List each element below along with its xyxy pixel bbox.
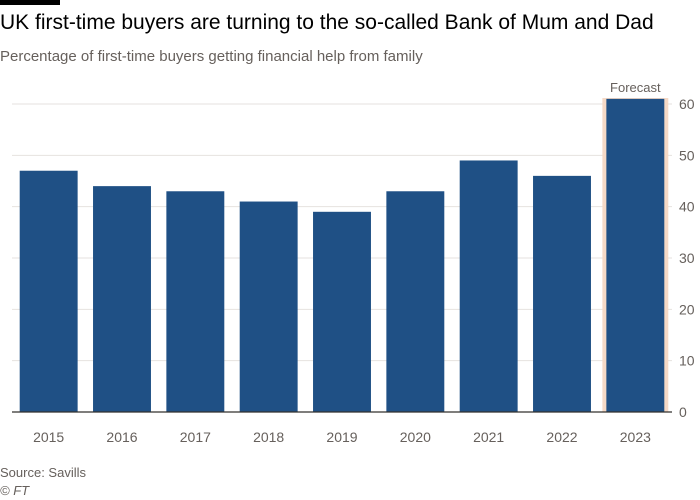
x-tick-label-2016: 2016 [106,429,137,445]
x-tick-label-2019: 2019 [326,429,357,445]
bar-2021 [459,160,518,412]
forecast-annotation: Forecast [610,80,661,95]
chart-title: UK first-time buyers are turning to the … [0,11,654,34]
x-tick-label-2023: 2023 [620,429,651,445]
x-tick-label-2021: 2021 [473,429,504,445]
chart-subtitle: Percentage of first-time buyers getting … [0,48,423,65]
bar-2020 [386,191,445,412]
x-tick-label-2015: 2015 [33,429,64,445]
x-tick-label-2017: 2017 [180,429,211,445]
bar-2016 [93,186,151,412]
bar-2022 [533,175,591,412]
bar-2017 [166,191,225,412]
bar-chart: 0 10 20 30 40 50 60 2015 2016 2017 2018 2019 2020 202… [12,80,695,445]
y-tick-label-30: 30 [679,250,695,266]
y-tick-label-10: 10 [679,353,695,369]
header-accent-bar [0,0,60,5]
ft-credit: © FT [0,483,30,498]
x-tick-label-2020: 2020 [400,429,431,445]
y-tick-label-50: 50 [679,147,695,163]
x-tick-label-2022: 2022 [546,429,577,445]
labels: 0 10 20 30 40 50 60 2015 2016 2017 2018 2019 2020 202… [33,80,695,445]
bar-2023 [606,98,665,412]
y-tick-label-40: 40 [679,199,695,215]
source-note: Source: Savills [0,465,86,480]
bar-2018 [239,201,298,412]
y-tick-label-60: 60 [679,96,695,112]
y-tick-label-20: 20 [679,301,695,317]
x-tick-label-2018: 2018 [253,429,284,445]
bar-2019 [313,211,371,412]
bars [19,98,665,412]
y-tick-label-0: 0 [679,404,687,420]
bar-2015 [19,170,78,412]
